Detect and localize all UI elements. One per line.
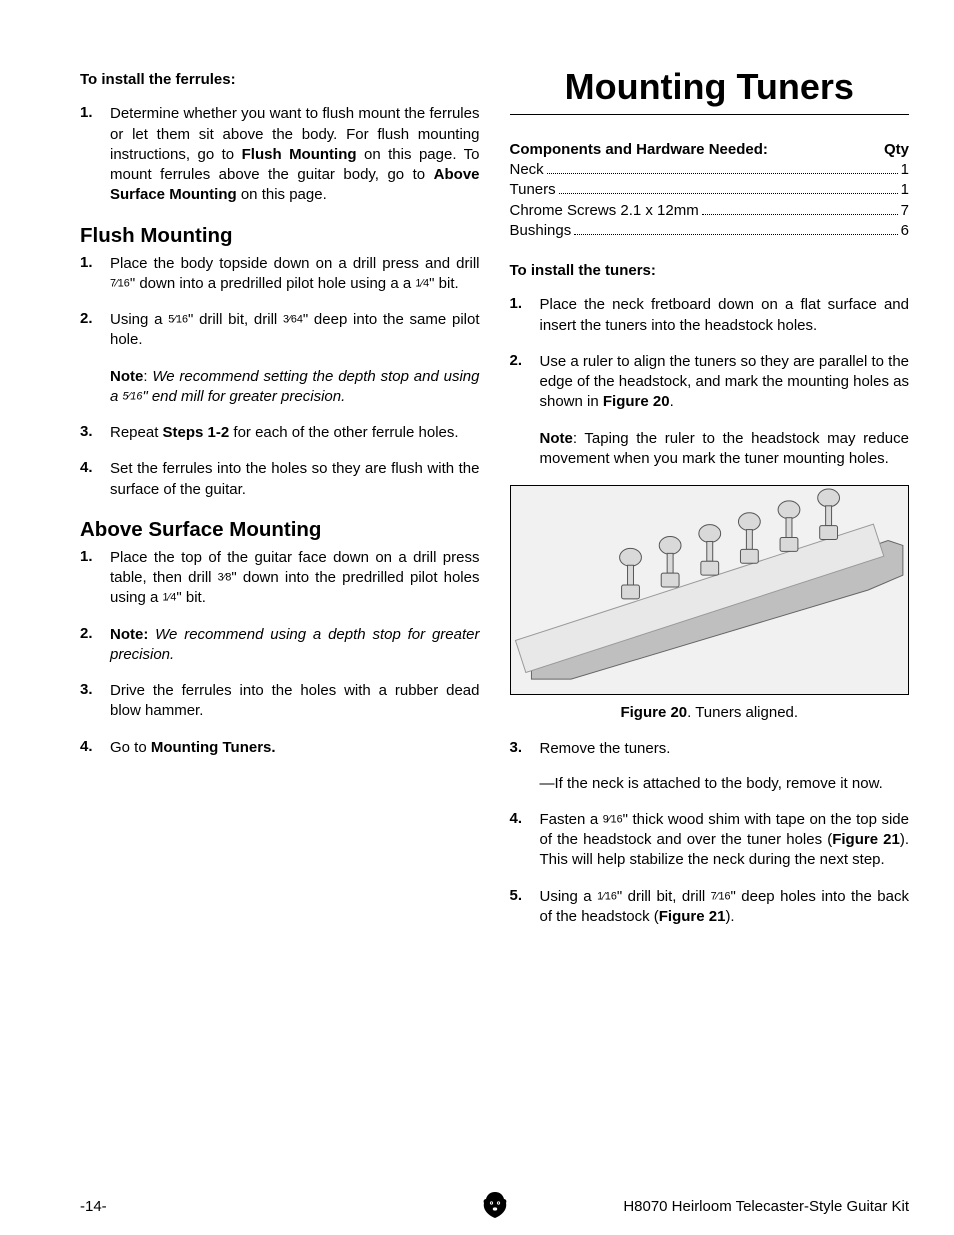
page-footer: -14- H8070 Heirloom Telecaster-Style Gui… (80, 1198, 909, 1215)
title-rule (510, 114, 910, 115)
step-number: 2. (80, 310, 110, 407)
step-number: 4. (510, 810, 540, 871)
footer-logo (482, 1190, 508, 1224)
step-body: Set the ferrules into the holes so they … (110, 459, 480, 500)
step-body: Place the neck fretboard down on a flat … (540, 295, 910, 336)
above-steps: 1.Place the top of the guitar face down … (80, 548, 480, 758)
component-row: Bushings 6 (510, 221, 910, 241)
step-sub: —If the neck is attached to the body, re… (540, 774, 910, 794)
step-number: 3. (80, 423, 110, 443)
install-tuners-heading: To install the tuners: (510, 261, 910, 281)
left-column: To install the ferrules: 1. Determine wh… (80, 70, 480, 943)
tuner-steps-before: 1.Place the neck fretboard down on a fla… (510, 295, 910, 469)
leader-dots (574, 222, 897, 235)
figure-20 (510, 485, 910, 695)
step-number: 1. (80, 254, 110, 295)
component-row: Chrome Screws 2.1 x 12mm 7 (510, 201, 910, 221)
flush-mounting-heading: Flush Mounting (80, 224, 480, 248)
step-number: 3. (510, 739, 540, 794)
step-body: Using a 5⁄16" drill bit, drill 3⁄64" dee… (110, 310, 480, 407)
component-qty: 1 (901, 180, 909, 200)
figure-text: . Tuners aligned. (687, 704, 798, 721)
step-number: 3. (80, 681, 110, 722)
bear-icon (482, 1190, 508, 1220)
step-number: 2. (510, 352, 540, 469)
step-number: 1. (80, 104, 110, 205)
leader-dots (702, 202, 898, 215)
step-body: Note: We recommend using a depth stop fo… (110, 625, 480, 666)
component-row: Neck 1 (510, 160, 910, 180)
components-qty-label: Qty (884, 141, 909, 158)
step-body: Use a ruler to align the tuners so they … (540, 352, 910, 469)
flush-steps: 1.Place the body topside down on a drill… (80, 254, 480, 500)
step-body: Place the body topside down on a drill p… (110, 254, 480, 295)
component-qty: 6 (901, 221, 909, 241)
step-body: Remove the tuners.—If the neck is attach… (540, 739, 910, 794)
components-label: Components and Hardware Needed: (510, 141, 768, 158)
tuner-steps-after: 3.Remove the tuners.—If the neck is atta… (510, 739, 910, 927)
headstock-illustration (511, 486, 909, 694)
components-list: Neck1Tuners1Chrome Screws 2.1 x 12mm7Bus… (510, 160, 910, 241)
step-number: 5. (510, 887, 540, 928)
right-column: Mounting Tuners Components and Hardware … (510, 70, 910, 943)
step-body: Go to Mounting Tuners. (110, 738, 480, 758)
above-surface-heading: Above Surface Mounting (80, 518, 480, 542)
figure-label: Figure 20 (620, 704, 687, 721)
component-qty: 7 (901, 201, 909, 221)
ferrules-intro-list: 1. Determine whether you want to flush m… (80, 104, 480, 205)
leader-dots (547, 161, 898, 174)
step-number: 1. (510, 295, 540, 336)
component-name: Chrome Screws 2.1 x 12mm (510, 201, 699, 221)
component-name: Bushings (510, 221, 572, 241)
leader-dots (559, 182, 898, 195)
step-body: Place the top of the guitar face down on… (110, 548, 480, 609)
step-body: Repeat Steps 1-2 for each of the other f… (110, 423, 480, 443)
step-body: Fasten a 9⁄16" thick wood shim with tape… (540, 810, 910, 871)
step-body: Drive the ferrules into the holes with a… (110, 681, 480, 722)
step-number: 4. (80, 459, 110, 500)
figure-caption: Figure 20. Tuners aligned. (510, 703, 910, 723)
step-note: Note: We recommend setting the depth sto… (110, 367, 480, 408)
component-name: Neck (510, 160, 544, 180)
step-number: 1. (80, 548, 110, 609)
step-body: Determine whether you want to flush moun… (110, 104, 480, 205)
component-name: Tuners (510, 180, 556, 200)
component-qty: 1 (901, 160, 909, 180)
page-number: -14- (80, 1198, 107, 1215)
main-title: Mounting Tuners (510, 66, 910, 108)
step-number: 2. (80, 625, 110, 666)
doc-title: H8070 Heirloom Telecaster-Style Guitar K… (623, 1198, 909, 1215)
step-body: Using a 1⁄16" drill bit, drill 7⁄16" dee… (540, 887, 910, 928)
step-note: Note: Taping the ruler to the headstock … (540, 429, 910, 470)
component-row: Tuners 1 (510, 180, 910, 200)
step-number: 4. (80, 738, 110, 758)
components-block: Components and Hardware Needed: Qty Neck… (510, 141, 910, 241)
install-ferrules-heading: To install the ferrules: (80, 70, 480, 90)
